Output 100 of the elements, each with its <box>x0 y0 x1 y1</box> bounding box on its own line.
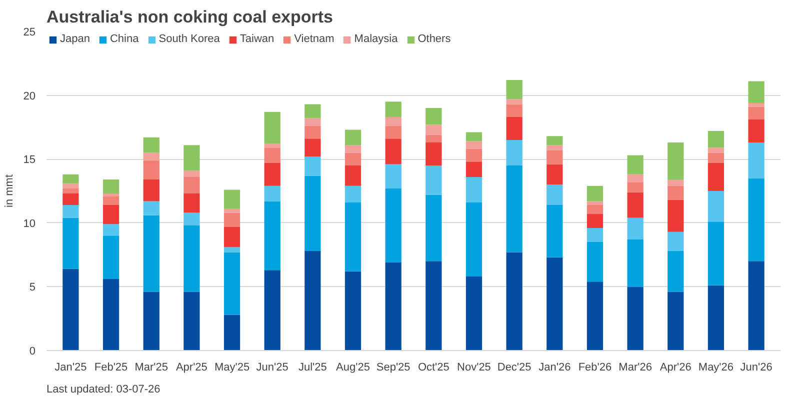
bar <box>344 186 362 202</box>
bar <box>62 183 79 188</box>
bar <box>748 81 764 103</box>
bar <box>143 152 160 160</box>
y-tick-label: 0 <box>29 346 36 358</box>
bar <box>184 170 200 177</box>
bar <box>708 222 724 286</box>
bar <box>102 236 120 280</box>
bar <box>385 138 402 164</box>
bar <box>627 192 644 218</box>
bar <box>748 120 764 143</box>
bar <box>546 257 563 350</box>
bar <box>62 194 79 206</box>
bar <box>506 165 522 252</box>
bar <box>426 165 442 195</box>
bar <box>586 186 604 202</box>
legend-label: Malaysia <box>354 33 398 45</box>
bar <box>668 186 684 200</box>
bar <box>385 126 402 139</box>
bar <box>506 80 522 100</box>
bar <box>466 141 482 149</box>
bar <box>586 214 604 228</box>
bar <box>62 268 79 350</box>
x-tick-label: Jun'26 <box>740 362 772 374</box>
bar <box>224 314 240 350</box>
bar <box>143 160 160 180</box>
bar <box>506 104 522 117</box>
x-tick-label: Mar'25 <box>134 362 168 374</box>
bar <box>385 164 402 188</box>
y-tick-label: 25 <box>23 26 36 38</box>
bar <box>344 152 362 166</box>
bar <box>668 232 684 251</box>
bar <box>426 194 442 262</box>
bar <box>102 224 120 236</box>
x-tick-label: May'26 <box>698 362 734 374</box>
y-axis-title: in mmt <box>3 174 16 208</box>
bar <box>304 156 321 176</box>
bar <box>304 138 321 157</box>
bar <box>385 116 402 126</box>
bar <box>627 155 644 174</box>
bar <box>668 250 684 292</box>
y-tick-label: 5 <box>29 282 36 294</box>
bar <box>224 208 240 213</box>
legend-label: Taiwan <box>240 33 274 45</box>
x-tick-label: Jul'25 <box>298 362 327 374</box>
y-tick-label: 10 <box>23 218 36 230</box>
x-tick-label: Jun'25 <box>256 362 288 374</box>
bar <box>627 174 644 182</box>
bar <box>344 271 362 350</box>
bar <box>466 202 482 276</box>
legend-label: Japan <box>60 33 90 45</box>
bar <box>304 126 321 139</box>
bar <box>426 108 442 125</box>
bar <box>466 132 482 142</box>
bar <box>708 152 724 163</box>
bar <box>708 285 724 350</box>
bar <box>668 142 684 180</box>
bar <box>344 130 362 146</box>
bar <box>668 292 684 350</box>
bar <box>748 261 764 350</box>
bar <box>143 137 160 153</box>
bar <box>668 200 684 232</box>
bar <box>184 225 200 292</box>
bar <box>748 106 764 120</box>
bar <box>748 102 764 107</box>
bar <box>506 116 522 140</box>
y-tick-label: 15 <box>23 154 36 166</box>
bar <box>708 162 724 191</box>
bar <box>102 180 120 194</box>
bar <box>466 276 482 350</box>
bar <box>506 252 522 350</box>
x-tick-label: May'25 <box>214 362 250 374</box>
x-tick-label: Aug'25 <box>336 362 370 374</box>
bar <box>385 102 402 117</box>
bar <box>426 124 442 135</box>
bar <box>62 205 79 218</box>
bar <box>426 142 442 166</box>
bar <box>184 292 200 350</box>
bar <box>506 99 522 104</box>
bar <box>546 136 563 146</box>
bar <box>143 180 160 202</box>
text: Last updated: 03-07-26 <box>46 384 160 396</box>
bar <box>304 118 321 126</box>
bar <box>546 184 563 206</box>
bar <box>143 215 160 292</box>
bar <box>224 252 240 315</box>
bar <box>748 142 764 178</box>
bar <box>385 262 402 350</box>
bar <box>466 148 482 162</box>
x-tick-label: Sep'25 <box>376 362 410 374</box>
bar <box>708 191 724 222</box>
bar <box>143 292 160 350</box>
legend-label: Vietnam <box>294 33 334 45</box>
bar <box>224 190 240 209</box>
x-tick-label: Oct'25 <box>418 362 450 374</box>
bar <box>466 162 482 177</box>
bar <box>627 239 644 287</box>
bar <box>224 226 240 248</box>
bar <box>344 165 362 186</box>
bar <box>184 194 200 213</box>
